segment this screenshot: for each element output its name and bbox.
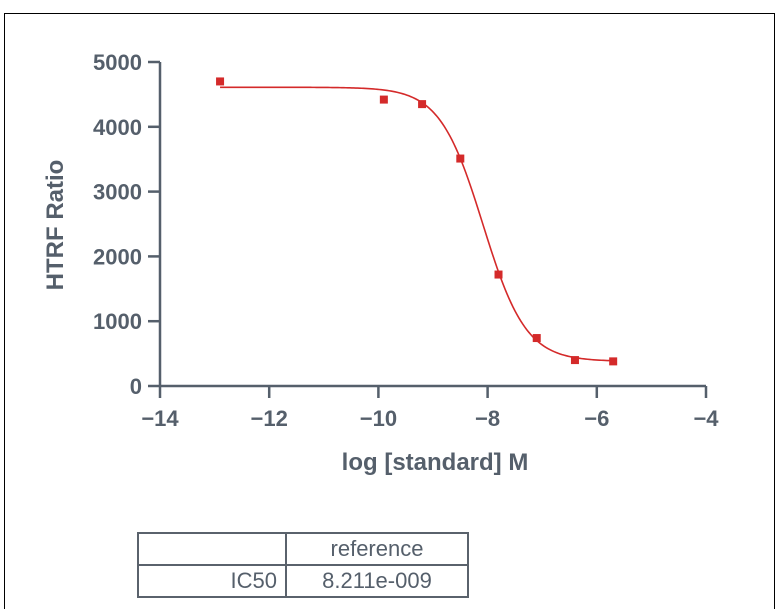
x-axis-label: log [standard] M: [342, 449, 529, 476]
y-tick-label: 0: [130, 374, 142, 399]
table-header-cell: reference: [285, 532, 469, 566]
fit-curve: [220, 86, 614, 362]
x-tick-label: −6: [584, 406, 609, 431]
table-cell-value: 8.211e-009: [285, 564, 469, 598]
table-header-row: reference: [137, 532, 469, 566]
data-point: [379, 95, 388, 104]
data-point: [609, 357, 618, 366]
data-point: [570, 356, 579, 365]
x-tick-label: −8: [475, 406, 500, 431]
y-axis-label: HTRF Ratio: [42, 160, 69, 291]
x-tick-label: −14: [141, 406, 179, 431]
y-tick-label: 3000: [93, 180, 142, 205]
data-point: [418, 100, 427, 109]
axes: 0 1000 2000 3000 4000 5000 −14 −12 −10 −8 −6 −4: [93, 50, 719, 431]
data-point: [456, 154, 465, 163]
x-tick-label: −12: [251, 406, 288, 431]
results-table: reference IC50 8.211e-009: [137, 532, 469, 598]
table-header-cell: [137, 532, 287, 566]
y-tick-label: 5000: [93, 50, 142, 75]
data-point: [494, 270, 503, 279]
table-row: IC50 8.211e-009: [137, 564, 469, 598]
figure-frame: [4, 13, 775, 609]
data-point: [216, 77, 225, 86]
x-tick-label: −10: [360, 406, 397, 431]
x-tick-label: −4: [693, 406, 719, 431]
y-tick-label: 2000: [93, 244, 142, 269]
table-row-label: IC50: [137, 564, 287, 598]
y-tick-label: 4000: [93, 115, 142, 140]
data-point: [532, 334, 541, 343]
data-points: [216, 77, 618, 366]
y-tick-label: 1000: [93, 309, 142, 334]
